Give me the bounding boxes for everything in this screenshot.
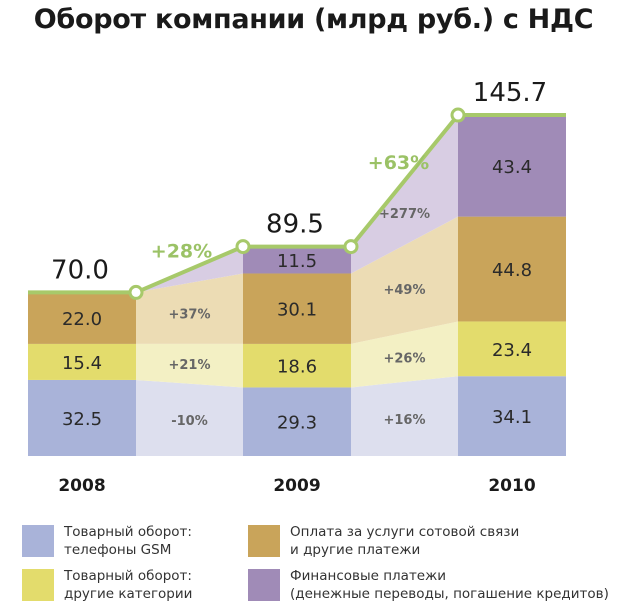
total-growth-label: +63% [368, 152, 429, 174]
legend-swatch-other [22, 569, 54, 601]
bar-segment [28, 292, 136, 344]
legend-label: другие категории [64, 586, 193, 602]
bar-segment [28, 379, 136, 456]
total-point [343, 239, 359, 255]
band-2-0 [136, 273, 243, 344]
bar-segment [28, 343, 136, 380]
segment-value-label: 11.5 [277, 251, 317, 272]
x-tick-label: 2008 [58, 476, 105, 496]
segment-value-label: 30.1 [277, 300, 317, 321]
total-point [128, 284, 144, 300]
total-line-path [28, 113, 566, 295]
segment-growth-label: +21% [168, 358, 210, 373]
legend-label: Оплата за услуги сотовой связи [290, 524, 520, 540]
segment-growth-label: +277% [379, 207, 430, 222]
total-value-label: 70.0 [51, 255, 109, 285]
segment-value-label: 15.4 [62, 353, 102, 374]
legend-swatch-services [248, 525, 280, 557]
chart-title: Оборот компании (млрд руб.) с НДС [33, 4, 594, 35]
legend-label: Товарный оборот: [64, 568, 192, 584]
bar-segment [458, 376, 566, 456]
legend-label: (денежные переводы, погашение кредитов) [290, 586, 609, 602]
x-tick-label: 2009 [273, 476, 320, 496]
segment-growth-label: +49% [383, 283, 425, 298]
legend-item-financial: Финансовые платежи (денежные переводы, п… [248, 567, 623, 607]
legend-item-gsm: Товарный оборот: телефоны GSM [22, 523, 242, 563]
segment-value-label: 22.0 [62, 309, 102, 330]
growth-bands [136, 115, 458, 456]
segment-growth-label: +16% [383, 413, 425, 428]
band-1-1 [351, 321, 458, 388]
legend-label: телефоны GSM [64, 542, 172, 558]
labels: 32.5 15.4 22.0 29.3 18.6 30.1 11.5 34.1 23.4 44.8… [51, 78, 547, 496]
legend-swatch-financial [248, 569, 280, 601]
band-0-0 [136, 379, 243, 456]
segment-growth-label: +26% [383, 351, 425, 366]
segment-value-label: 44.8 [492, 260, 532, 281]
band-3-1 [351, 115, 458, 274]
legend-item-other: Товарный оборот: другие категории [22, 567, 242, 607]
legend-label: Финансовые платежи [290, 568, 447, 584]
segment-value-label: 32.5 [62, 409, 102, 430]
bar-segment [243, 343, 351, 388]
legend-swatch-gsm [22, 525, 54, 557]
bars [28, 115, 566, 456]
bar-segment [458, 321, 566, 377]
segment-value-label: 23.4 [492, 340, 532, 361]
bar-segment [458, 216, 566, 322]
x-tick-label: 2010 [488, 476, 535, 496]
segment-value-label: 43.4 [492, 157, 532, 178]
legend-item-services: Оплата за услуги сотовой связи и другие … [248, 523, 608, 563]
segment-value-label: 34.1 [492, 407, 532, 428]
legend-label: и другие платежи [290, 542, 421, 558]
bar-segment [243, 246, 351, 274]
band-0-1 [351, 376, 458, 456]
bar-segment [458, 115, 566, 217]
segment-value-label: 18.6 [277, 357, 317, 378]
segment-value-label: 29.3 [277, 413, 317, 434]
total-point [235, 239, 251, 255]
band-2-1 [351, 216, 458, 344]
total-value-label: 89.5 [266, 210, 324, 240]
bar-segment [243, 273, 351, 344]
segment-growth-label: +37% [168, 307, 210, 322]
total-line [28, 107, 566, 300]
total-value-label: 145.7 [473, 78, 547, 108]
total-growth-label: +28% [151, 241, 212, 263]
legend-label: Товарный оборот: [64, 524, 192, 540]
segment-growth-label: -10% [171, 414, 208, 429]
band-1-0 [136, 343, 243, 388]
total-point [450, 107, 466, 123]
bar-segment [243, 387, 351, 456]
